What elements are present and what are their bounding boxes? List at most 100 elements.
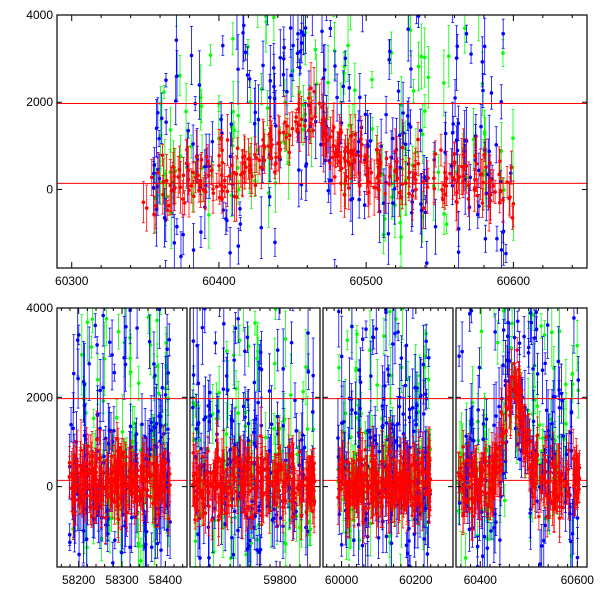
- data-point: [419, 449, 424, 477]
- data-point: [333, 144, 338, 169]
- data-point: [529, 454, 533, 477]
- data-point: [517, 331, 522, 355]
- data-point: [266, 15, 270, 26]
- data-point: [384, 95, 388, 134]
- data-point: [121, 438, 126, 466]
- data-point: [240, 149, 245, 198]
- segment-frame: [189, 307, 321, 568]
- data-point: [532, 309, 537, 367]
- data-point: [299, 169, 304, 200]
- data-point: [349, 124, 354, 180]
- data-point: [302, 468, 306, 503]
- data-point: [128, 450, 133, 494]
- data-point: [486, 466, 490, 520]
- data-point: [495, 320, 500, 365]
- data-point: [85, 519, 89, 567]
- data-point: [147, 314, 152, 369]
- data-point: [216, 442, 221, 474]
- data-point: [400, 308, 405, 340]
- x-tick-label: 60400: [464, 573, 498, 587]
- data-point: [236, 308, 240, 344]
- data-point: [198, 168, 203, 203]
- data-point: [416, 41, 421, 92]
- data-point: [390, 117, 395, 160]
- data-point: [191, 161, 195, 184]
- data-point: [495, 448, 499, 497]
- data-point: [491, 169, 496, 203]
- data-point: [267, 353, 272, 429]
- data-point: [232, 331, 236, 389]
- data-point: [453, 79, 457, 117]
- x-tick-label: 60000: [325, 573, 359, 587]
- data-point: [451, 115, 456, 132]
- data-point: [374, 135, 379, 165]
- data-point: [296, 15, 300, 63]
- data-point: [391, 436, 396, 483]
- data-point: [279, 453, 283, 481]
- data-point: [333, 50, 337, 82]
- data-point: [248, 505, 253, 530]
- data-point: [470, 456, 475, 513]
- data-point: [364, 543, 368, 567]
- data-point: [341, 454, 345, 497]
- data-point: [249, 142, 253, 197]
- data-point: [523, 438, 527, 479]
- data-point: [80, 314, 84, 396]
- data-point: [357, 178, 362, 193]
- data-point: [477, 347, 482, 388]
- data-point: [160, 363, 165, 413]
- data-point: [426, 465, 430, 518]
- data-point: [168, 107, 173, 153]
- x-tick-label: 60400: [202, 274, 236, 288]
- data-point: [373, 177, 378, 198]
- data-point: [231, 81, 236, 143]
- data-point: [386, 202, 391, 265]
- data-point: [290, 111, 295, 146]
- data-point: [197, 50, 202, 120]
- data-point: [497, 436, 501, 498]
- data-point: [328, 156, 332, 171]
- data-point: [272, 15, 276, 41]
- data-point: [555, 483, 560, 512]
- data-point: [377, 434, 382, 469]
- segment-plot-area: [336, 308, 433, 567]
- data-point: [135, 308, 139, 359]
- data-point: [186, 122, 191, 139]
- data-point: [464, 24, 469, 43]
- data-point: [460, 321, 464, 382]
- data-point: [304, 136, 309, 192]
- data-point: [384, 519, 389, 553]
- data-point: [543, 352, 547, 375]
- data-point: [502, 484, 507, 517]
- data-point: [259, 145, 264, 190]
- data-point: [497, 308, 501, 324]
- data-point: [296, 474, 301, 496]
- data-point: [314, 53, 319, 115]
- data-point: [379, 430, 384, 493]
- data-point: [416, 15, 421, 28]
- data-point: [439, 133, 443, 167]
- data-point: [497, 146, 501, 203]
- data-point: [469, 44, 473, 64]
- data-point: [175, 218, 179, 235]
- data-point: [416, 121, 420, 158]
- data-point: [522, 316, 526, 358]
- y-tick-label: 4000: [26, 301, 53, 315]
- data-point: [111, 455, 115, 488]
- data-point: [487, 181, 491, 232]
- data-point: [413, 453, 417, 485]
- data-point: [363, 440, 367, 460]
- data-point: [309, 62, 313, 115]
- data-point: [397, 459, 402, 521]
- data-point: [455, 34, 460, 59]
- data-point: [229, 488, 234, 523]
- data-point: [395, 135, 399, 188]
- data-point: [301, 15, 306, 56]
- data-point: [409, 453, 414, 477]
- data-point: [202, 308, 207, 334]
- data-point: [287, 417, 291, 476]
- data-point: [238, 217, 243, 232]
- data-point: [474, 135, 479, 193]
- data-point: [301, 84, 306, 126]
- data-point: [446, 25, 451, 88]
